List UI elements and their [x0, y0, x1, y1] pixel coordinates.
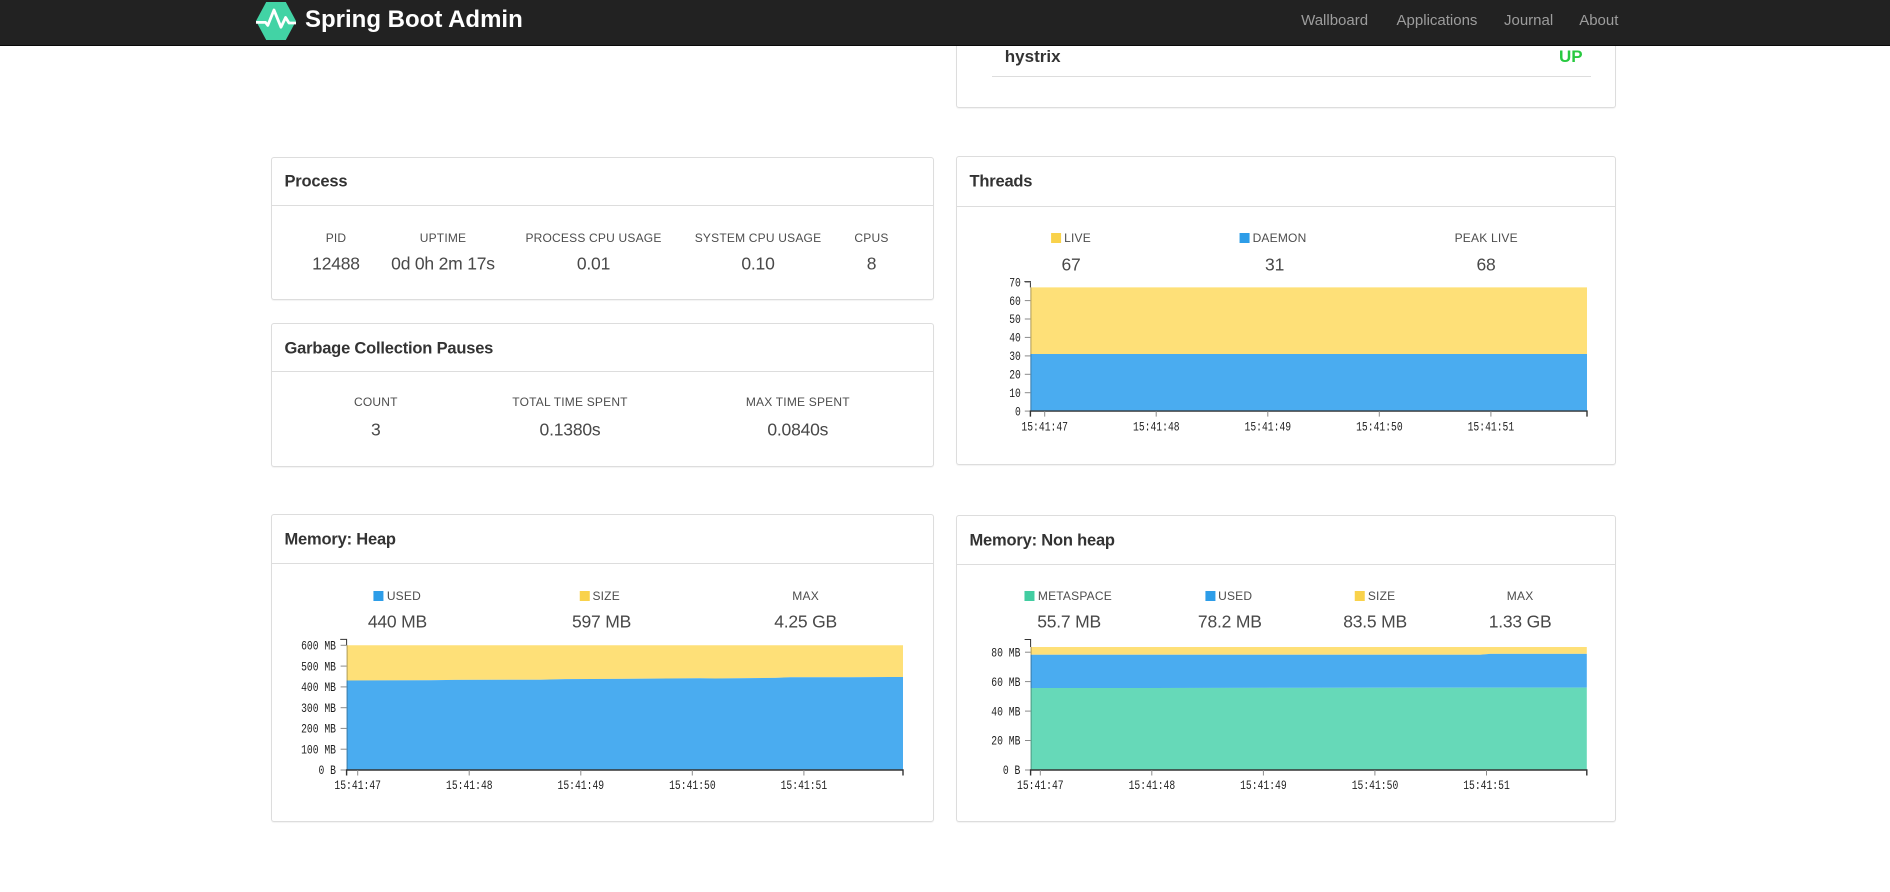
svg-text:40: 40	[1009, 332, 1021, 346]
svg-text:15:41:51: 15:41:51	[1468, 420, 1515, 434]
svg-text:15:41:47: 15:41:47	[1017, 779, 1064, 793]
svg-text:15:41:48: 15:41:48	[446, 779, 493, 793]
svg-text:200 MB: 200 MB	[301, 723, 336, 737]
svg-text:70: 70	[1009, 276, 1021, 290]
svg-text:0: 0	[1015, 405, 1021, 419]
svg-text:0 B: 0 B	[1003, 764, 1021, 778]
svg-text:600 MB: 600 MB	[301, 640, 336, 654]
svg-text:15:41:51: 15:41:51	[1463, 779, 1510, 793]
svg-text:400 MB: 400 MB	[301, 681, 336, 695]
svg-text:15:41:50: 15:41:50	[1352, 779, 1399, 793]
svg-text:15:41:51: 15:41:51	[781, 779, 828, 793]
svg-text:15:41:49: 15:41:49	[1240, 779, 1287, 793]
svg-text:0 B: 0 B	[319, 764, 337, 778]
svg-text:15:41:48: 15:41:48	[1133, 420, 1180, 434]
svg-text:300 MB: 300 MB	[301, 702, 336, 716]
svg-text:15:41:49: 15:41:49	[558, 779, 605, 793]
svg-text:10: 10	[1009, 387, 1021, 401]
svg-text:15:41:49: 15:41:49	[1245, 420, 1292, 434]
svg-text:15:41:47: 15:41:47	[1021, 420, 1068, 434]
svg-text:40 MB: 40 MB	[991, 705, 1020, 719]
svg-text:80 MB: 80 MB	[991, 646, 1020, 660]
svg-text:500 MB: 500 MB	[301, 660, 336, 674]
svg-text:50: 50	[1009, 313, 1021, 327]
svg-text:30: 30	[1009, 350, 1021, 364]
svg-text:15:41:50: 15:41:50	[1356, 420, 1403, 434]
svg-text:60: 60	[1009, 295, 1021, 309]
svg-text:100 MB: 100 MB	[301, 743, 336, 757]
svg-text:15:41:48: 15:41:48	[1129, 779, 1176, 793]
svg-text:60 MB: 60 MB	[991, 676, 1020, 690]
svg-text:15:41:47: 15:41:47	[334, 779, 381, 793]
svg-text:20: 20	[1009, 369, 1021, 383]
svg-text:15:41:50: 15:41:50	[669, 779, 716, 793]
svg-text:20 MB: 20 MB	[991, 735, 1020, 749]
